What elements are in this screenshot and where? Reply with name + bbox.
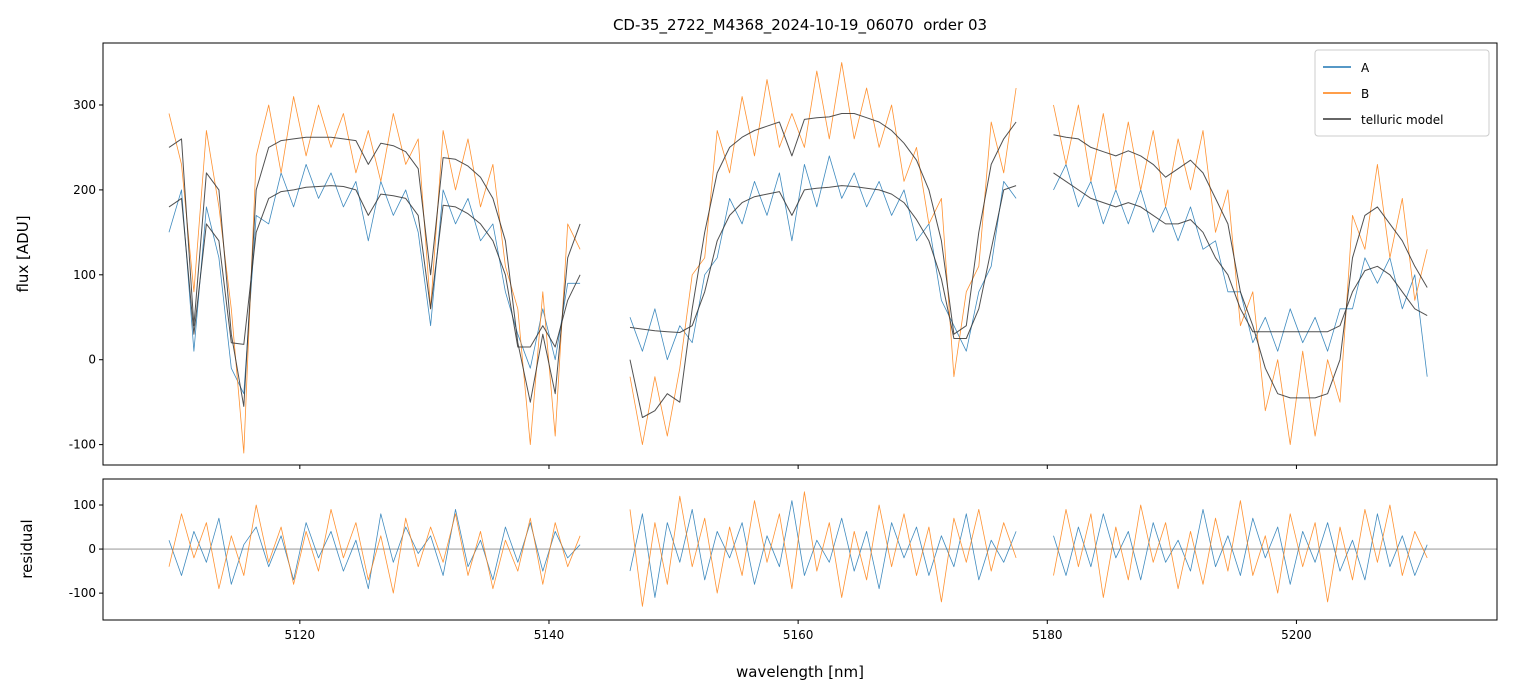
legend-label: telluric model [1361, 113, 1443, 127]
data-line [168, 62, 1428, 454]
legend-label: B [1361, 87, 1369, 101]
axes-frame [102, 42, 1498, 466]
x-tick-label: 5180 [1032, 628, 1063, 642]
y-tick-label: 100 [73, 268, 96, 282]
legend-box [1314, 49, 1490, 137]
legend-label: A [1361, 61, 1370, 75]
data-line [168, 491, 1428, 607]
y-tick-label: 300 [73, 98, 96, 112]
y-tick-label: 200 [73, 183, 96, 197]
plot-area [103, 491, 1497, 607]
y-tick-label: 0 [88, 353, 96, 367]
x-tick-label: 5160 [783, 628, 814, 642]
data-line [168, 500, 1428, 598]
x-tick-label: 5120 [285, 628, 316, 642]
x-axis-label: wavelength [nm] [736, 663, 864, 681]
y-tick-label: 0 [88, 542, 96, 556]
model-line [168, 113, 1428, 418]
y-axis-label: residual [18, 519, 36, 578]
model-line [168, 172, 1428, 348]
y-tick-label: 100 [73, 498, 96, 512]
x-tick-label: 5200 [1281, 628, 1312, 642]
y-tick-label: -100 [69, 438, 96, 452]
data-line [168, 155, 1428, 395]
plot-area [168, 62, 1428, 454]
y-tick-label: -100 [69, 586, 96, 600]
y-axis-label: flux [ADU] [14, 215, 32, 292]
chart-title: CD-35_2722_M4368_2024-10-19_06070 order … [613, 16, 987, 35]
x-tick-label: 5140 [534, 628, 565, 642]
